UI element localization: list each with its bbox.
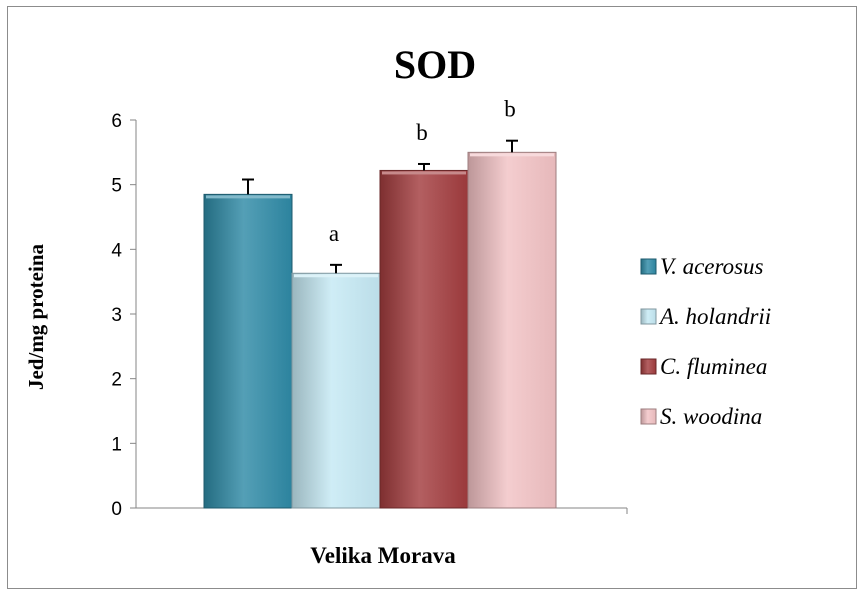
legend-swatch — [640, 258, 657, 275]
x-axis-label: Velika Morava — [310, 543, 456, 568]
bar — [379, 169, 469, 509]
significance-label: b — [416, 120, 428, 145]
y-tick-label: 6 — [111, 111, 122, 132]
legend-item: C. fluminea — [640, 354, 767, 379]
y-axis-label: Jed/mg proteina — [24, 243, 48, 390]
legend-label: V. acerosus — [660, 254, 764, 279]
legend-swatch — [640, 308, 657, 325]
legend-label: C. fluminea — [660, 354, 767, 379]
y-tick-label: 2 — [111, 370, 122, 391]
legend-label: A. holandrii — [658, 304, 771, 329]
legend-swatch — [640, 358, 657, 375]
legend-item: S. woodina — [640, 404, 762, 429]
bar — [291, 272, 381, 509]
chart-title: SOD — [394, 42, 476, 87]
bar-highlight — [470, 153, 554, 157]
legend-item: A. holandrii — [640, 304, 771, 329]
legend-swatch — [640, 408, 657, 425]
legend: V. acerosus A. holandrii C. fluminea S. woo… — [640, 254, 771, 429]
bar — [467, 151, 557, 509]
bar-highlight — [382, 171, 466, 175]
legend-item: V. acerosus — [640, 254, 764, 279]
significance-label: b — [504, 97, 516, 122]
bar-highlight — [294, 274, 378, 278]
y-tick-label: 1 — [111, 434, 122, 455]
significance-label: a — [329, 221, 339, 246]
y-tick-label: 3 — [111, 305, 122, 326]
bar — [203, 193, 293, 509]
y-tick-label: 5 — [111, 176, 122, 197]
legend-label: S. woodina — [660, 404, 762, 429]
y-tick-label: 4 — [111, 240, 122, 261]
bar-highlight — [206, 195, 290, 199]
bars: a b b — [203, 97, 557, 509]
y-tick-label: 0 — [111, 499, 122, 520]
